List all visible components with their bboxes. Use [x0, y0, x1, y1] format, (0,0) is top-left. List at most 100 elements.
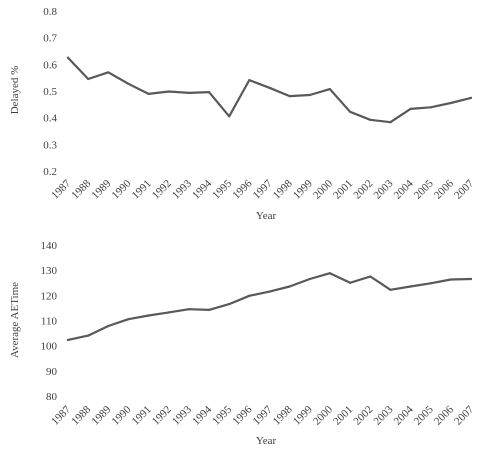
- aetime-chart-x-tick-label: 2002: [351, 404, 375, 428]
- aetime-chart-y-axis-title: Average AETime: [9, 282, 21, 358]
- delayed-chart-data-point: [66, 56, 70, 59]
- aetime-chart-x-tick-label: 2007: [452, 403, 476, 427]
- aetime-chart-x-tick-label: 1989: [89, 403, 113, 427]
- delayed-chart-x-tick-label: 2004: [392, 177, 416, 201]
- aetime-chart-data-point: [107, 324, 110, 328]
- aetime-chart-x-tick-label: 2005: [412, 403, 436, 427]
- aetime-chart-x-tick-label: 1998: [271, 403, 295, 427]
- delayed-chart-x-tick-label: 2003: [371, 177, 395, 201]
- delayed-chart-data-point: [328, 88, 331, 91]
- aetime-chart-y-tick-label: 100: [41, 341, 58, 353]
- aetime-chart-y-tick-label: 140: [41, 240, 58, 252]
- aetime-chart-x-axis-title: Year: [256, 435, 277, 447]
- aetime-chart-x-tick-label: 1990: [110, 403, 134, 427]
- delayed-chart-data-point: [248, 79, 251, 82]
- delayed-chart-data-point: [449, 101, 452, 105]
- aetime-chart-x-tick-label: 1994: [190, 403, 214, 427]
- delayed-chart-series-line: [66, 56, 473, 124]
- delayed-chart-data-point: [409, 107, 412, 110]
- delayed-chart-x-tick-label: 1992: [150, 178, 174, 202]
- aetime-chart-data-point: [429, 282, 432, 285]
- delayed-chart-x-tick-label: 1993: [170, 177, 194, 201]
- aetime-chart-data-point: [469, 277, 473, 281]
- average-aetime-chart: Average AETime Year 80 90 100 110 120 130 140 1…: [9, 240, 476, 447]
- delayed-chart-data-point: [107, 71, 110, 74]
- aetime-chart-data-point: [147, 314, 150, 317]
- aetime-chart-data-point: [228, 303, 231, 306]
- delayed-chart-x-tick-label: 1994: [190, 177, 214, 201]
- delayed-chart-y-tick-label: 0.5: [43, 86, 57, 98]
- aetime-chart-data-point: [66, 338, 70, 341]
- aetime-chart-x-tick-label: 1993: [170, 403, 194, 427]
- delayed-chart-x-tick-label: 1999: [291, 177, 315, 201]
- aetime-chart-x-tick-label: 2006: [432, 403, 456, 427]
- aetime-chart-data-point: [248, 294, 251, 297]
- aetime-chart-data-point: [187, 308, 190, 311]
- aetime-chart-x-tick-label: 1991: [130, 404, 154, 428]
- delayed-chart-y-tick-label: 0.6: [43, 59, 57, 71]
- aetime-chart-data-point: [449, 278, 452, 281]
- delayed-chart-x-tick-label: 2002: [351, 178, 375, 202]
- aetime-chart-y-tick-label: 90: [46, 366, 58, 378]
- aetime-chart-y-tick-label: 80: [46, 391, 58, 403]
- aetime-chart-x-tick-label: 1995: [210, 403, 234, 427]
- delayed-chart-x-tick-label: 1995: [210, 177, 234, 201]
- aetime-chart-data-point: [268, 290, 271, 293]
- delayed-chart-data-point: [147, 92, 150, 95]
- aetime-chart-data-point: [127, 318, 130, 321]
- aetime-chart-data-point: [369, 275, 372, 278]
- aetime-chart-y-tick-label: 110: [41, 316, 58, 328]
- delayed-chart-data-point: [389, 121, 392, 124]
- aetime-chart-data-point: [167, 311, 170, 314]
- delayed-chart-x-tick-label: 2006: [432, 177, 456, 201]
- aetime-chart-x-tick-label: 1992: [150, 404, 174, 428]
- delayed-chart-x-tick-label: 1989: [89, 177, 113, 201]
- delayed-chart-x-tick-label: 1998: [271, 177, 295, 201]
- delayed-chart-data-point: [369, 118, 372, 121]
- delayed-chart-y-tick-label: 0.3: [43, 139, 57, 151]
- delayed-chart-x-axis-title: Year: [256, 210, 277, 222]
- aetime-chart-data-point: [389, 288, 392, 291]
- delayed-chart-data-point: [207, 91, 211, 94]
- delayed-chart-x-tick-label: 1987: [49, 177, 73, 201]
- aetime-chart-x-tick-label: 2004: [392, 403, 416, 427]
- aetime-chart-x-tick-label: 1999: [291, 403, 315, 427]
- delayed-chart-data-point: [228, 115, 231, 118]
- aetime-chart-data-point: [349, 281, 352, 284]
- delayed-chart-y-axis-title: Delayed %: [9, 66, 21, 115]
- aetime-chart-x-tick-label: 1996: [230, 403, 254, 427]
- aetime-chart-data-point: [288, 285, 291, 288]
- aetime-chart-x-tick-label: 2003: [371, 403, 395, 427]
- delayed-chart-data-point: [127, 82, 130, 85]
- delayed-chart-y-tick-label: 0.4: [43, 113, 57, 125]
- delayed-chart-data-point: [429, 106, 432, 109]
- aetime-chart-x-tick-label: 1987: [49, 403, 73, 427]
- aetime-chart-x-tick-label: 1997: [251, 403, 275, 427]
- delayed-chart-x-tick-label: 2007: [452, 177, 476, 201]
- delayed-chart-data-point: [349, 110, 352, 113]
- delayed-chart-data-point: [268, 86, 271, 89]
- aetime-chart-data-point: [207, 308, 211, 311]
- aetime-chart-series-line: [66, 272, 473, 341]
- delayed-chart-x-tick-label: 1990: [110, 177, 134, 201]
- aetime-chart-x-tick-label: 2001: [331, 404, 355, 428]
- delayed-chart-y-tick-label: 0.2: [43, 166, 57, 178]
- delayed-chart-x-tick-label: 1996: [230, 177, 254, 201]
- aetime-chart-data-point: [308, 277, 311, 281]
- delayed-chart-x-tick-label: 1991: [130, 178, 154, 202]
- delayed-chart-data-point: [167, 90, 170, 93]
- delayed-chart-data-point: [469, 96, 473, 99]
- delayed-percent-chart: Delayed % Year 0.2 0.3 0.4 0.5 0.6 0.7 0.8 1987…: [9, 6, 476, 222]
- delayed-chart-data-point: [87, 77, 90, 81]
- aetime-chart-x-tick-label: 1988: [69, 403, 93, 427]
- aetime-chart-y-tick-label: 120: [41, 290, 58, 302]
- aetime-chart-data-point: [328, 272, 331, 275]
- delayed-chart-x-tick-label: 2000: [311, 177, 335, 201]
- aetime-chart-x-tick-label: 2000: [311, 403, 335, 427]
- aetime-chart-data-point: [409, 285, 412, 288]
- delayed-chart-x-tick-label: 2001: [331, 178, 355, 202]
- delayed-chart-y-tick-label: 0.8: [43, 6, 57, 18]
- delayed-chart-x-tick-label: 1997: [251, 177, 275, 201]
- aetime-chart-data-point: [87, 334, 90, 337]
